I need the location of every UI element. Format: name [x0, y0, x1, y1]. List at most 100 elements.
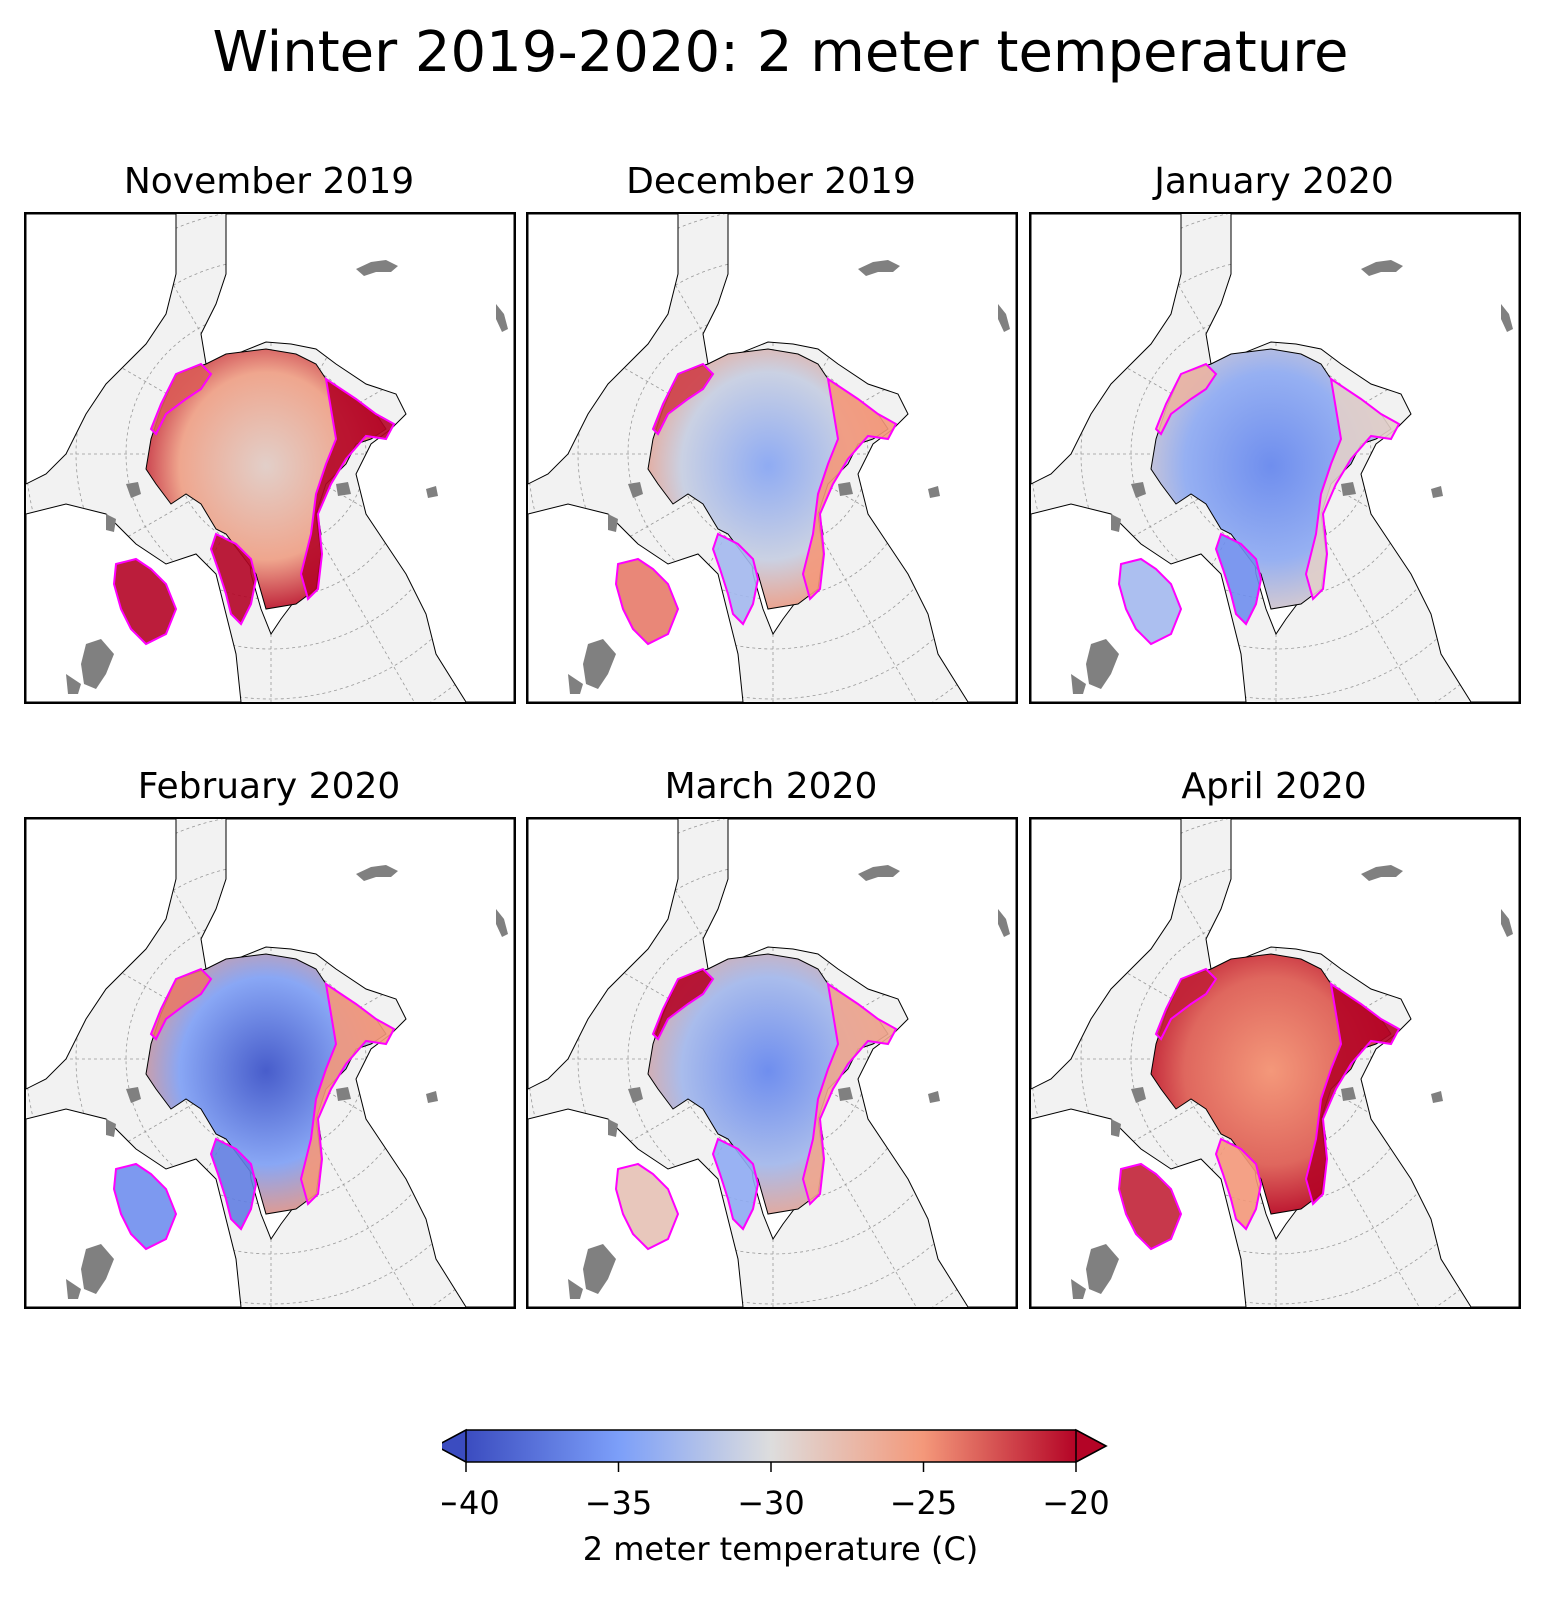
lake [1341, 482, 1356, 496]
pacific-sector-temperature [1154, 362, 1218, 436]
lake [998, 304, 1010, 332]
panel-title: April 2020 [1181, 766, 1367, 807]
lake [356, 260, 398, 276]
lake [928, 1091, 940, 1103]
channels-temperature [711, 532, 760, 626]
figure-title: Winter 2019-2020: 2 meter temperature [212, 20, 1349, 85]
lake [1071, 674, 1086, 694]
panel-title: January 2020 [1154, 161, 1394, 202]
polar-map [526, 212, 1018, 704]
lake [1341, 1087, 1356, 1101]
colorbar-tick-label: −30 [737, 1484, 805, 1522]
lake [583, 1244, 616, 1294]
colorbar-tick-label: −35 [585, 1484, 653, 1522]
lake [1071, 1279, 1086, 1299]
lake [66, 674, 81, 694]
colorbar-tick-label: −20 [1042, 1484, 1110, 1522]
polar-map [1029, 212, 1521, 704]
lake [356, 865, 398, 881]
lake [81, 639, 114, 689]
atlantic-sector-temperature [801, 981, 898, 1206]
lake [496, 304, 508, 332]
channels-temperature [209, 532, 258, 626]
lake [1361, 260, 1403, 276]
hudson-bay-temperature [1117, 1162, 1183, 1251]
lake [1086, 639, 1119, 689]
panel-title: November 2019 [123, 161, 415, 202]
lake [628, 1087, 643, 1103]
lake [1501, 909, 1513, 937]
lake [1131, 482, 1146, 498]
colorbar-label: 2 meter temperature (C) [582, 1530, 979, 1568]
temperature-map-svg [528, 819, 1016, 1307]
colorbar: −40 −35 −30 −25 −20 [442, 1428, 1110, 1522]
colorbar-extend-high [1075, 1428, 1108, 1464]
lake [1431, 1091, 1443, 1103]
polar-map [24, 817, 516, 1309]
lake [998, 909, 1010, 937]
lake [1111, 1119, 1121, 1137]
atlantic-sector-temperature [299, 981, 396, 1206]
lake [106, 514, 116, 532]
atlantic-sector-temperature [1304, 981, 1401, 1206]
hudson-bay-temperature [112, 557, 178, 646]
alaska-land [1031, 819, 1182, 1090]
temperature-map-svg [1031, 214, 1519, 702]
lake [1501, 304, 1513, 332]
lake [608, 514, 618, 532]
lake [426, 1091, 438, 1103]
alaska-land [528, 819, 679, 1090]
lake [336, 1087, 351, 1101]
lake [496, 909, 508, 937]
lake [568, 1279, 583, 1299]
polar-map [1029, 817, 1521, 1309]
colorbar-gradient [466, 1430, 1076, 1462]
lake [126, 1087, 141, 1103]
channels-temperature [1214, 1137, 1263, 1231]
lake [1086, 1244, 1119, 1294]
hudson-bay-temperature [614, 557, 680, 646]
lake [426, 486, 438, 498]
polar-map [24, 212, 516, 704]
temperature-map-svg [26, 819, 514, 1307]
lake [106, 1119, 116, 1137]
channels-temperature [1214, 532, 1263, 626]
lake [583, 639, 616, 689]
lake [838, 1087, 853, 1101]
alaska-land [1031, 214, 1182, 485]
pacific-sector-temperature [149, 967, 213, 1041]
hudson-bay-temperature [112, 1162, 178, 1251]
atlantic-sector-temperature [1304, 376, 1401, 601]
panel-title: March 2020 [664, 766, 878, 807]
hudson-bay-temperature [1117, 557, 1183, 646]
atlantic-sector-temperature [801, 376, 898, 601]
lake [126, 482, 141, 498]
lake [858, 865, 900, 881]
lake [66, 1279, 81, 1299]
pacific-sector-temperature [1154, 967, 1218, 1041]
lake [928, 486, 940, 498]
lake [1431, 486, 1443, 498]
lake [608, 1119, 618, 1137]
alaska-land [26, 819, 177, 1090]
lake [1111, 514, 1121, 532]
lake [1361, 865, 1403, 881]
pacific-sector-temperature [149, 362, 213, 436]
atlantic-sector-temperature [299, 376, 396, 601]
temperature-map-svg [26, 214, 514, 702]
lake [628, 482, 643, 498]
panel-title: February 2020 [137, 766, 401, 807]
lake [1131, 1087, 1146, 1103]
lake [568, 674, 583, 694]
lake [858, 260, 900, 276]
colorbar-extend-low [442, 1428, 467, 1464]
pacific-sector-temperature [651, 362, 715, 436]
alaska-land [26, 214, 177, 485]
alaska-land [528, 214, 679, 485]
lake [838, 482, 853, 496]
temperature-map-svg [528, 214, 1016, 702]
pacific-sector-temperature [651, 967, 715, 1041]
channels-temperature [209, 1137, 258, 1231]
polar-map [526, 817, 1018, 1309]
colorbar-tick-label: −25 [890, 1484, 958, 1522]
